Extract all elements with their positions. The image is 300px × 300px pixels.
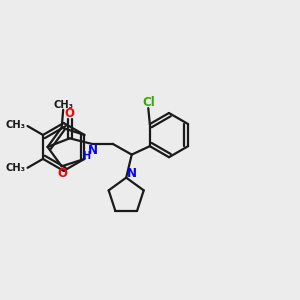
Text: O: O: [65, 107, 75, 120]
Text: N: N: [88, 144, 98, 157]
Text: O: O: [58, 167, 68, 180]
Text: CH₃: CH₃: [54, 100, 74, 110]
Text: CH₃: CH₃: [5, 163, 25, 173]
Text: Cl: Cl: [142, 96, 155, 109]
Text: H: H: [82, 151, 90, 160]
Text: N: N: [127, 167, 137, 181]
Text: CH₃: CH₃: [5, 120, 25, 130]
